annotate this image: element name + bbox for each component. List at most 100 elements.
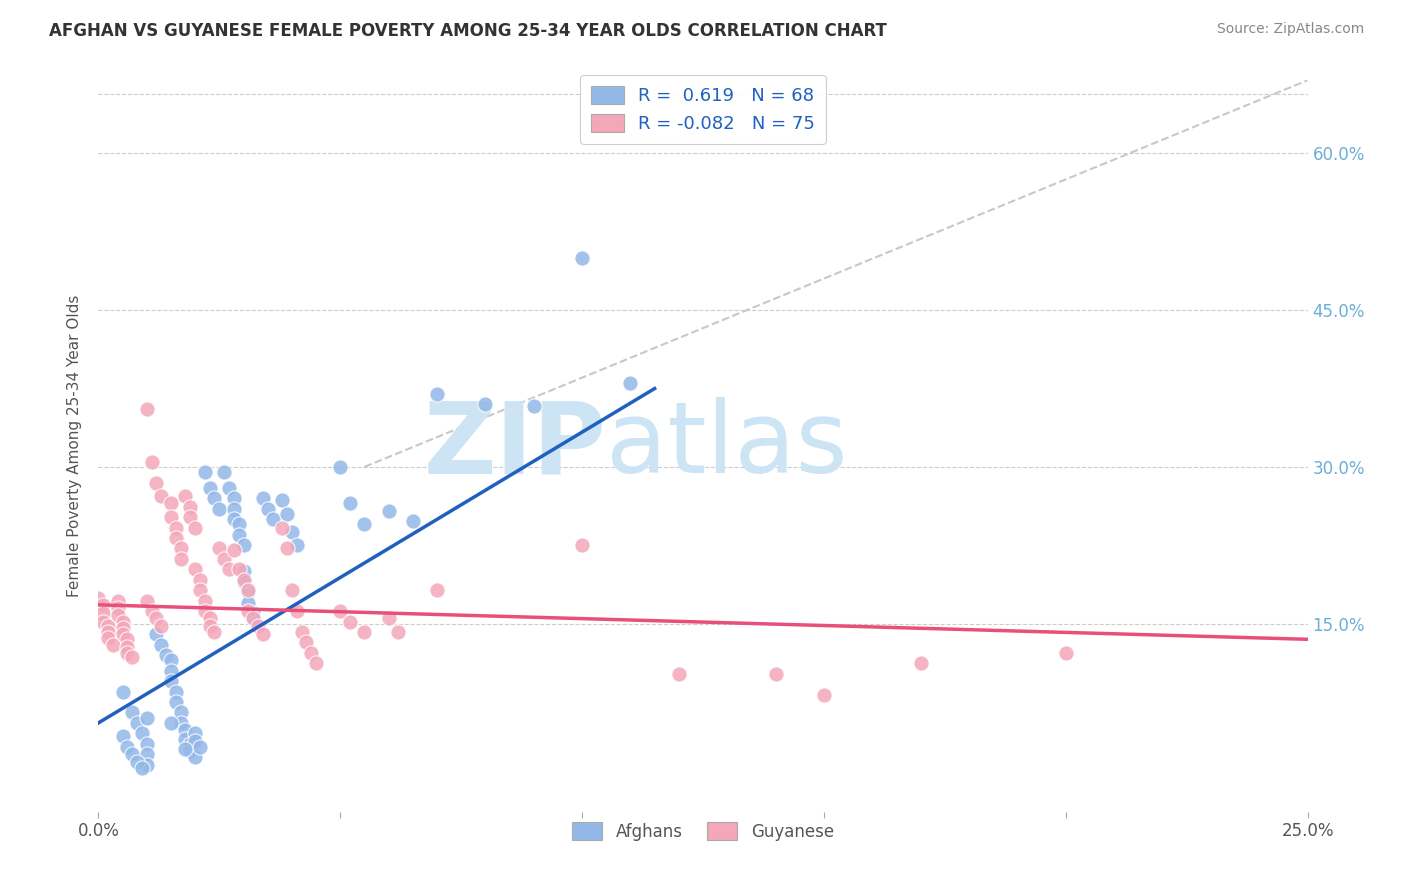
Point (160, 653, 183, 667)
Point (117, 632, 139, 647)
Point (145, 475, 167, 490)
Point (150, 489, 173, 503)
Point (619, 376, 641, 391)
Point (238, 585, 260, 599)
Point (121, 747, 143, 762)
Point (107, 608, 129, 623)
Point (169, 706, 191, 720)
Point (127, 715, 149, 730)
Point (765, 666, 787, 681)
Point (165, 531, 187, 545)
Point (150, 638, 173, 652)
Point (160, 664, 183, 678)
Point (174, 742, 197, 756)
Point (474, 397, 496, 411)
Point (339, 615, 361, 629)
Point (179, 744, 201, 758)
Point (135, 402, 157, 417)
Point (145, 611, 167, 625)
Point (174, 489, 197, 503)
Point (232, 538, 254, 552)
Point (290, 625, 312, 640)
Point (668, 666, 690, 681)
Point (523, 399, 546, 413)
Point (232, 565, 254, 579)
Point (111, 621, 134, 635)
Point (299, 646, 322, 660)
Point (813, 688, 835, 702)
Text: Source: ZipAtlas.com: Source: ZipAtlas.com (1216, 22, 1364, 37)
Point (188, 573, 211, 587)
Point (169, 552, 191, 566)
Point (377, 504, 399, 518)
Point (198, 481, 221, 495)
Point (295, 635, 318, 649)
Point (242, 606, 264, 620)
Point (238, 583, 260, 598)
Point (222, 501, 245, 516)
Point (285, 604, 308, 618)
Point (252, 627, 274, 641)
Point (262, 512, 284, 526)
Point (353, 625, 375, 640)
Point (117, 640, 139, 654)
Legend: Afghans, Guyanese: Afghans, Guyanese (565, 816, 841, 847)
Point (179, 737, 201, 751)
Point (228, 517, 250, 532)
Point (121, 706, 143, 720)
Point (179, 500, 201, 514)
Point (160, 510, 183, 524)
Point (238, 596, 260, 610)
Point (131, 761, 153, 775)
Point (271, 493, 294, 508)
Point (252, 491, 274, 506)
Point (160, 715, 183, 730)
Point (135, 747, 157, 762)
Point (305, 657, 328, 671)
Point (353, 517, 375, 532)
Point (228, 562, 250, 576)
Point (242, 611, 264, 625)
Point (135, 593, 157, 607)
Point (329, 459, 352, 474)
Point (101, 638, 124, 652)
Point (232, 573, 254, 587)
Point (339, 496, 361, 510)
Point (204, 625, 226, 640)
Point (212, 552, 235, 566)
Point (218, 481, 240, 495)
Y-axis label: Female Poverty Among 25-34 Year Olds: Female Poverty Among 25-34 Year Olds (67, 295, 83, 597)
Point (184, 520, 207, 534)
Point (184, 562, 207, 576)
Point (150, 618, 173, 632)
Point (97, 618, 120, 632)
Point (160, 496, 183, 510)
Point (208, 501, 231, 516)
Point (97, 632, 120, 646)
Point (174, 723, 197, 738)
Point (111, 615, 134, 629)
Text: AFGHAN VS GUYANESE FEMALE POVERTY AMONG 25-34 YEAR OLDS CORRELATION CHART: AFGHAN VS GUYANESE FEMALE POVERTY AMONG … (49, 22, 887, 40)
Point (329, 604, 352, 618)
Point (387, 625, 409, 640)
Point (194, 604, 217, 618)
Point (194, 593, 217, 607)
Point (194, 465, 217, 479)
Point (571, 251, 593, 265)
Point (208, 541, 231, 556)
Point (165, 695, 187, 709)
Point (212, 465, 235, 479)
Point (276, 507, 298, 521)
Point (169, 715, 191, 730)
Point (91, 615, 114, 629)
Point (127, 755, 149, 769)
Point (218, 562, 240, 576)
Point (91, 606, 114, 620)
Point (281, 524, 304, 539)
Point (242, 611, 264, 625)
Point (402, 514, 425, 528)
Point (198, 618, 221, 632)
Point (271, 520, 294, 534)
Point (91, 598, 114, 612)
Point (281, 583, 304, 598)
